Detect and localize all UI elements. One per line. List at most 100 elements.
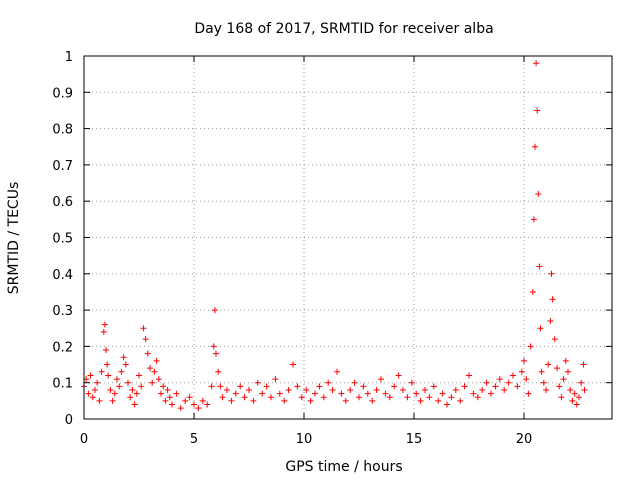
data-point — [211, 307, 218, 314]
data-point — [166, 394, 173, 401]
data-point — [573, 401, 580, 408]
data-point — [530, 216, 537, 223]
y-tick-label: 0.9 — [52, 86, 73, 101]
data-point — [151, 368, 158, 375]
data-point — [272, 376, 279, 383]
data-point — [263, 383, 270, 390]
data-point — [360, 383, 367, 390]
data-point — [551, 336, 558, 343]
data-point — [298, 394, 305, 401]
data-point — [435, 397, 442, 404]
data-point — [204, 401, 211, 408]
data-point — [580, 361, 587, 368]
data-point — [558, 394, 565, 401]
data-point — [448, 394, 455, 401]
data-point — [307, 397, 314, 404]
data-point — [523, 376, 530, 383]
data-point — [547, 317, 554, 324]
data-point — [129, 386, 136, 393]
data-point — [483, 379, 490, 386]
x-tick-label: 5 — [190, 432, 198, 447]
data-point — [417, 397, 424, 404]
data-point — [153, 357, 160, 364]
data-point — [182, 397, 189, 404]
y-tick-label: 0.3 — [52, 304, 73, 319]
data-point — [492, 383, 499, 390]
data-point — [538, 368, 545, 375]
data-point — [131, 401, 138, 408]
data-point — [426, 394, 433, 401]
data-point — [133, 390, 140, 397]
data-point — [325, 379, 332, 386]
data-point — [213, 350, 219, 357]
data-point — [430, 383, 437, 390]
y-axis-label: SRMTID / TECUs — [6, 182, 22, 295]
data-point — [320, 394, 327, 401]
data-point — [576, 394, 582, 401]
data-point — [533, 60, 540, 67]
data-point — [120, 354, 127, 361]
data-point — [254, 379, 261, 386]
data-point — [452, 386, 459, 393]
data-point — [521, 357, 527, 364]
data-point — [191, 401, 197, 408]
data-point — [470, 390, 477, 397]
data-point — [232, 390, 239, 397]
x-tick-label: 0 — [80, 432, 88, 447]
data-points — [81, 60, 588, 412]
y-tick-label: 0.5 — [52, 232, 73, 247]
data-point — [466, 372, 472, 379]
data-point — [109, 397, 116, 404]
data-point — [118, 368, 125, 375]
data-point — [413, 390, 420, 397]
data-point — [169, 401, 175, 408]
data-point — [101, 321, 108, 328]
y-tick-label: 0 — [65, 413, 73, 428]
x-tick-label: 20 — [516, 432, 533, 447]
data-point — [195, 405, 202, 412]
data-point — [125, 379, 131, 386]
data-point — [164, 386, 171, 393]
data-point — [543, 386, 549, 393]
data-point — [548, 270, 555, 277]
data-point — [578, 379, 585, 386]
data-point — [369, 397, 376, 404]
data-point — [567, 386, 574, 393]
data-point — [549, 296, 556, 303]
data-point — [474, 394, 481, 401]
y-tick-label: 0.8 — [52, 123, 73, 138]
data-point — [518, 368, 525, 375]
y-tick-label: 0.6 — [52, 195, 73, 210]
data-point — [294, 383, 301, 390]
data-point — [581, 386, 588, 393]
data-point — [122, 361, 129, 368]
data-point — [422, 386, 428, 393]
data-point — [488, 390, 494, 397]
data-point — [342, 397, 349, 404]
data-point — [565, 368, 571, 375]
data-point — [312, 390, 318, 397]
data-point — [259, 390, 266, 397]
data-point — [457, 397, 464, 404]
x-tick-label: 15 — [406, 432, 423, 447]
data-point — [160, 383, 167, 390]
data-point — [338, 390, 345, 397]
data-point — [525, 390, 532, 397]
data-point — [496, 376, 503, 383]
data-point — [351, 379, 358, 386]
y-tick-label: 0.4 — [52, 268, 73, 283]
data-point — [107, 386, 114, 393]
data-point — [290, 361, 296, 368]
data-point — [186, 394, 193, 401]
data-point — [138, 383, 145, 390]
data-point — [177, 405, 184, 412]
data-point — [386, 394, 393, 401]
data-point — [268, 394, 274, 401]
data-point — [501, 386, 508, 393]
data-point — [439, 390, 446, 397]
data-point — [208, 383, 215, 390]
x-axis-label: GPS time / hours — [285, 459, 402, 475]
y-tick-label: 0.1 — [52, 377, 73, 392]
data-point — [569, 397, 576, 404]
